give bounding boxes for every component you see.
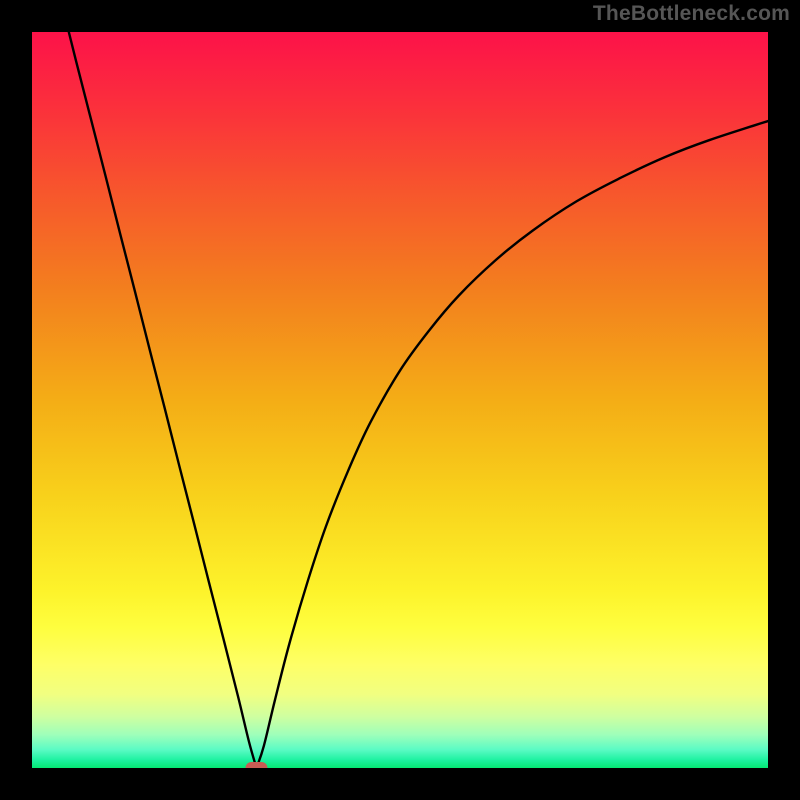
plot-area <box>32 32 768 768</box>
watermark-text: TheBottleneck.com <box>593 2 790 26</box>
plot-svg <box>32 32 768 768</box>
optimum-marker <box>245 762 267 768</box>
gradient-background <box>32 32 768 768</box>
chart-container: TheBottleneck.com <box>0 0 800 800</box>
